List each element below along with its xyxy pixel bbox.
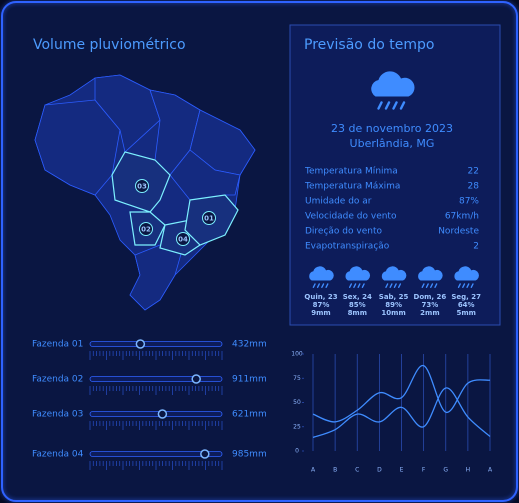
farm-value: 911mm — [232, 375, 267, 385]
farm-name: Fazenda 01 — [32, 340, 83, 350]
slider-knob — [200, 449, 210, 459]
y-tick-label: 100 — [291, 351, 303, 358]
day-humidity: 73% — [422, 301, 439, 309]
map-marker-label: 03 — [137, 183, 147, 191]
slider-knob — [135, 339, 146, 349]
detail-label: Velocidade do vento — [305, 212, 397, 222]
x-tick-label: G — [443, 467, 448, 474]
x-tick-label: E — [400, 467, 404, 474]
x-tick-label: A — [488, 467, 493, 474]
day-rain: 10mm — [381, 309, 405, 317]
map-marker-label: 02 — [141, 226, 151, 234]
map-marker — [135, 179, 149, 193]
day-humidity: 85% — [349, 301, 366, 309]
x-tick-label: C — [355, 467, 359, 474]
detail-label: Direção do vento — [305, 227, 382, 237]
farm-value: 621mm — [232, 410, 267, 420]
farm-name: Fazenda 03 — [32, 410, 83, 420]
detail-value: 22 — [468, 167, 479, 177]
slider-track — [89, 451, 223, 457]
y-tick-label: 50 — [293, 399, 301, 406]
day-rain: 9mm — [311, 309, 330, 317]
map-marker — [139, 222, 153, 236]
day-rain: 2mm — [420, 309, 439, 317]
slider-track — [89, 411, 223, 417]
y-tick-label: 25 — [293, 423, 301, 430]
slider-track — [89, 341, 223, 347]
detail-value: 67km/h — [445, 212, 479, 222]
slider-knob — [157, 409, 168, 419]
forecast-date: 23 de novembro 2023 — [331, 122, 453, 135]
map-marker-label: 01 — [204, 215, 214, 223]
farm-name: Fazenda 04 — [32, 450, 84, 460]
day-humidity: 87% — [313, 301, 330, 309]
detail-value: 28 — [468, 182, 480, 192]
farm-value: 985mm — [232, 450, 267, 460]
day-rain: 5mm — [456, 309, 475, 317]
map-marker — [202, 211, 216, 225]
day-name: Quin, 23 — [304, 293, 337, 301]
detail-value: 87% — [459, 197, 479, 207]
detail-label: Temperatura Mínima — [304, 167, 398, 177]
x-tick-label: F — [422, 467, 426, 474]
x-tick-label: B — [333, 467, 337, 474]
farm-name: Fazenda 02 — [32, 375, 83, 385]
day-humidity: 89% — [385, 301, 402, 309]
x-tick-label: D — [377, 467, 382, 474]
forecast-city: Uberlândia, MG — [350, 137, 435, 150]
day-name: Seg, 27 — [451, 293, 481, 301]
forecast-title: Previsão do tempo — [304, 37, 434, 53]
detail-value: Nordeste — [438, 227, 479, 237]
farm-value: 432mm — [232, 340, 267, 350]
day-name: Sex, 24 — [343, 293, 372, 301]
detail-value: 2 — [473, 242, 479, 252]
day-name: Dom, 26 — [414, 293, 447, 301]
y-tick-label: 75 — [293, 375, 301, 382]
detail-label: Umidade do ar — [305, 197, 372, 207]
map-marker-label: 04 — [178, 236, 188, 244]
detail-label: Temperatura Máxima — [304, 182, 400, 192]
slider-knob — [191, 374, 201, 384]
detail-label: Evapotranspiração — [305, 242, 390, 252]
day-rain: 8mm — [348, 309, 367, 317]
rainfall-title: Volume pluviométrico — [33, 37, 186, 53]
day-humidity: 64% — [458, 301, 475, 309]
y-tick-label: 0 — [295, 448, 299, 455]
series-line — [312, 387, 491, 439]
x-tick-label: H — [466, 467, 471, 474]
day-name: Sab, 25 — [379, 293, 409, 301]
map-marker — [176, 232, 190, 246]
x-tick-label: A — [311, 467, 316, 474]
series-line — [312, 364, 491, 423]
slider-track — [89, 376, 223, 382]
